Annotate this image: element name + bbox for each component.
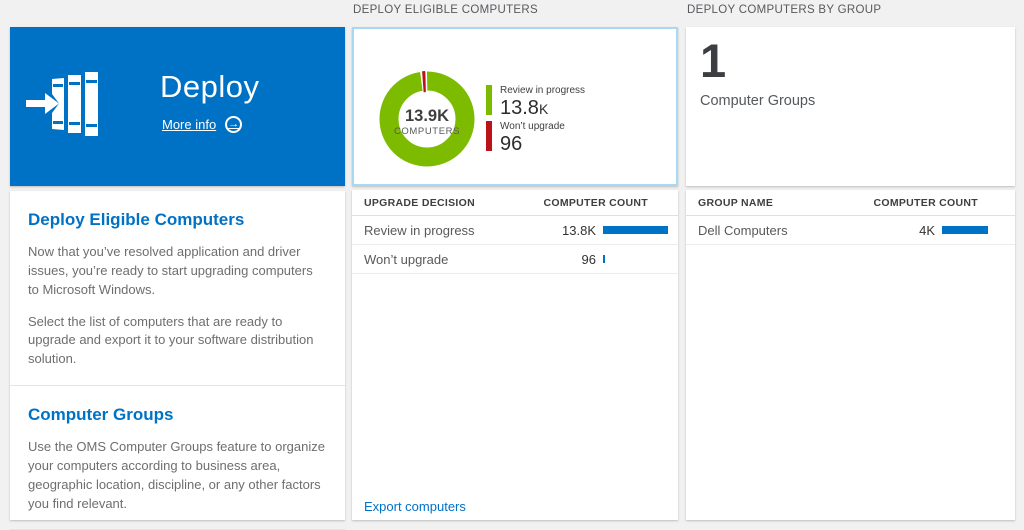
upgrade-decision-table-card: UPGRADE DECISION COMPUTER COUNT Review i… bbox=[352, 190, 678, 520]
legend-swatch-green bbox=[486, 85, 492, 115]
section-paragraph: Now that you’ve resolved application and… bbox=[28, 243, 327, 300]
legend-label: Won’t upgrade bbox=[500, 121, 565, 132]
section-heading-computer-groups: Computer Groups bbox=[28, 405, 327, 425]
export-computers-link[interactable]: Export computers bbox=[364, 499, 466, 514]
row-bar-track bbox=[942, 226, 988, 234]
legend-item-review-in-progress: Review in progress 13.8K bbox=[486, 85, 585, 118]
eligible-computers-column: DEPLOY ELIGIBLE COMPUTERS 13.9K COMPUTER… bbox=[352, 0, 678, 527]
computer-groups-section: Computer Groups Use the OMS Computer Gro… bbox=[10, 405, 345, 513]
computers-donut-chart: 13.9K COMPUTERS bbox=[375, 67, 479, 171]
legend-swatch-red bbox=[486, 121, 492, 151]
eligible-donut-tile[interactable]: 13.9K COMPUTERS Review in progress 13.8K… bbox=[352, 27, 678, 186]
donut-legend: Review in progress 13.8K Won’t upgrade 9… bbox=[486, 85, 585, 157]
deploy-solution-tile[interactable]: Deploy More info → bbox=[10, 27, 345, 186]
more-info-link[interactable]: More info → bbox=[162, 116, 242, 133]
count-bar bbox=[603, 226, 668, 234]
donut-center-value: 13.9K bbox=[405, 107, 449, 125]
more-info-label: More info bbox=[162, 117, 216, 132]
row-label: Dell Computers bbox=[698, 223, 919, 238]
table-header-row: GROUP NAME COMPUTER COUNT bbox=[686, 190, 1015, 216]
section-divider bbox=[10, 385, 345, 386]
deploy-icon bbox=[26, 69, 102, 139]
group-count-label: Computer Groups bbox=[700, 93, 815, 109]
table-row-review-in-progress[interactable]: Review in progress 13.8K bbox=[352, 216, 678, 245]
legend-value: 96 bbox=[500, 133, 522, 155]
computer-groups-count-tile[interactable]: 1 Computer Groups bbox=[686, 27, 1015, 186]
donut-center-label: COMPUTERS bbox=[394, 126, 460, 137]
legend-item-wont-upgrade: Won’t upgrade 96 bbox=[486, 121, 585, 154]
arrow-right-circle-icon: → bbox=[225, 116, 242, 133]
count-bar bbox=[942, 226, 988, 234]
count-bar bbox=[603, 255, 605, 263]
row-label: Review in progress bbox=[364, 223, 562, 238]
group-count-value: 1 bbox=[700, 37, 726, 84]
row-bar-track bbox=[603, 255, 668, 263]
row-value: 4K bbox=[919, 223, 935, 238]
column-header-computer-count: COMPUTER COUNT bbox=[543, 197, 666, 209]
deploy-title: Deploy bbox=[160, 69, 260, 105]
deploy-description-card: Deploy Eligible Computers Now that you’v… bbox=[10, 191, 345, 520]
legend-label: Review in progress bbox=[500, 85, 585, 96]
row-bar-track bbox=[603, 226, 668, 234]
row-value: 13.8K bbox=[562, 223, 596, 238]
deploy-column: Deploy More info → Deploy Eligible Compu… bbox=[10, 0, 345, 527]
computers-by-group-column: DEPLOY COMPUTERS BY GROUP 1 Computer Gro… bbox=[686, 0, 1015, 527]
table-row-wont-upgrade[interactable]: Won’t upgrade 96 bbox=[352, 245, 678, 274]
row-value: 96 bbox=[582, 252, 596, 267]
table-row-dell-computers[interactable]: Dell Computers 4K bbox=[686, 216, 1015, 245]
section-paragraph: Select the list of computers that are re… bbox=[28, 313, 327, 370]
eligible-panel-header: DEPLOY ELIGIBLE COMPUTERS bbox=[353, 4, 538, 16]
section-paragraph: Use the OMS Computer Groups feature to o… bbox=[28, 438, 327, 513]
group-panel-header: DEPLOY COMPUTERS BY GROUP bbox=[687, 4, 881, 16]
column-header-upgrade-decision: UPGRADE DECISION bbox=[364, 197, 475, 209]
legend-value-suffix: K bbox=[539, 101, 548, 117]
table-header-row: UPGRADE DECISION COMPUTER COUNT bbox=[352, 190, 678, 216]
group-table-card: GROUP NAME COMPUTER COUNT Dell Computers… bbox=[686, 190, 1015, 520]
row-label: Won’t upgrade bbox=[364, 252, 582, 267]
section-heading-deploy-eligible: Deploy Eligible Computers bbox=[28, 210, 327, 230]
column-header-group-name: GROUP NAME bbox=[698, 197, 773, 209]
deploy-eligible-section: Deploy Eligible Computers Now that you’v… bbox=[10, 210, 345, 369]
legend-value: 13.8 bbox=[500, 97, 539, 119]
column-header-computer-count: COMPUTER COUNT bbox=[873, 197, 1003, 209]
